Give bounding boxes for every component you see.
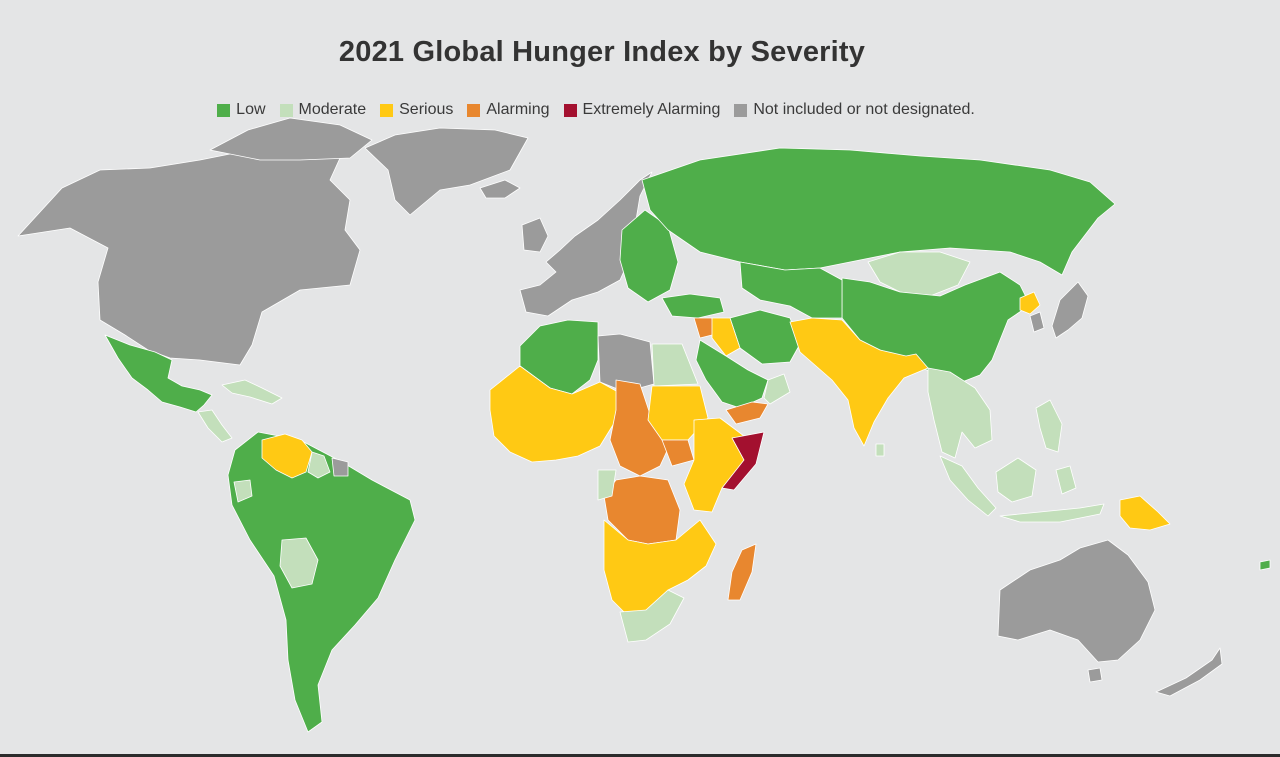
legend-swatch-alarming (467, 103, 481, 117)
map-land (17, 117, 1271, 733)
region-chad-car[interactable] (609, 379, 673, 477)
region-eastern-europe[interactable] (619, 209, 679, 303)
region-south-asia[interactable] (789, 317, 929, 447)
region-north-america[interactable] (17, 139, 361, 366)
legend-item-low: Low (217, 101, 266, 119)
legend-item-serious: Serious (380, 101, 453, 119)
region-south-sudan (661, 439, 695, 467)
region-ecuador[interactable] (233, 479, 253, 503)
legend-item-not-included: Not included or not designated. (734, 101, 975, 119)
region-mexico-central-america[interactable] (104, 334, 213, 413)
region-japan[interactable] (1051, 281, 1089, 339)
region-borneo (995, 457, 1037, 503)
region-turkey[interactable] (661, 293, 725, 319)
legend-label-low: Low (236, 101, 266, 118)
region-papua-new-guinea[interactable] (1119, 495, 1171, 531)
region-west-africa[interactable] (489, 365, 619, 463)
region-australia[interactable] (997, 539, 1156, 663)
region-central-asia[interactable] (739, 261, 843, 319)
bottom-rule (0, 754, 1280, 757)
region-western-europe[interactable] (519, 171, 653, 317)
region-uk-ireland (521, 217, 549, 253)
legend-swatch-moderate (279, 103, 293, 117)
legend-label-not-included: Not included or not designated. (753, 101, 975, 118)
legend-label-serious: Serious (399, 101, 454, 118)
legend-item-alarming: Alarming (467, 101, 550, 119)
region-tasmania (1087, 667, 1103, 683)
map-title: 2021 Global Hunger Index by Severity (338, 36, 866, 68)
region-south-africa[interactable] (619, 589, 685, 643)
legend-label-alarming: Alarming (486, 101, 550, 118)
region-southeast-asia[interactable] (927, 367, 993, 459)
region-egypt[interactable] (651, 343, 699, 387)
region-guyana[interactable] (307, 451, 331, 479)
region-indonesia-east (999, 503, 1105, 523)
legend-item-moderate: Moderate (279, 101, 367, 119)
region-iran[interactable] (729, 309, 801, 365)
region-russia[interactable] (641, 147, 1116, 276)
region-southern-africa[interactable] (603, 519, 717, 617)
region-iceland (479, 179, 521, 199)
region-south-america[interactable] (227, 431, 416, 733)
region-caribbean[interactable] (221, 379, 283, 405)
region-south-korea (1029, 311, 1045, 333)
legend-label-moderate: Moderate (298, 101, 367, 118)
legend: Low Moderate Serious Alarming Extremely … (0, 101, 1192, 119)
region-yemen[interactable] (725, 401, 769, 425)
legend-label-extremely-alarming: Extremely Alarming (582, 101, 721, 118)
region-madagascar[interactable] (727, 543, 757, 601)
region-sri-lanka (875, 443, 885, 457)
region-arctic-islands (209, 117, 373, 161)
region-bolivia[interactable] (279, 537, 319, 589)
region-sulawesi (1055, 465, 1077, 495)
region-indonesia-west (939, 455, 997, 517)
region-north-korea[interactable] (1019, 291, 1041, 315)
region-iraq[interactable] (711, 317, 741, 357)
region-venezuela[interactable] (261, 433, 313, 479)
region-somalia[interactable] (721, 431, 765, 491)
legend-swatch-serious (380, 103, 394, 117)
legend-swatch-low (217, 103, 231, 117)
region-greenland[interactable] (364, 127, 529, 216)
legend-swatch-extremely-alarming (563, 103, 577, 117)
region-oman[interactable] (763, 373, 791, 405)
region-suriname-french-guiana (331, 457, 349, 477)
region-philippines (1035, 399, 1063, 453)
legend-swatch-not-included (734, 103, 748, 117)
region-central-america-south (197, 409, 233, 443)
region-pacific-islands (1259, 559, 1271, 571)
legend-item-extremely-alarming: Extremely Alarming (563, 101, 721, 119)
region-gabon-congo (597, 469, 617, 501)
region-new-zealand[interactable] (1155, 647, 1223, 697)
region-mongolia[interactable] (867, 251, 971, 297)
